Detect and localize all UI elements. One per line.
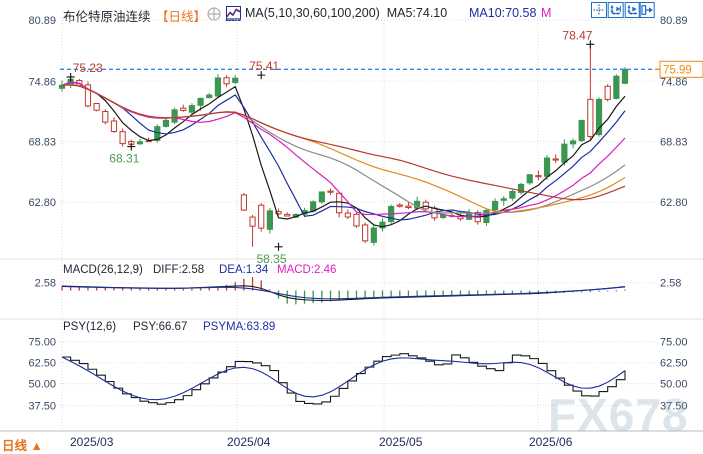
svg-text:PSYMA:63.89: PSYMA:63.89 [203, 321, 275, 333]
svg-text:PSY(12,6): PSY(12,6) [63, 321, 116, 333]
svg-text:62.50: 62.50 [660, 358, 688, 370]
svg-text:62.50: 62.50 [28, 358, 56, 370]
svg-text:75.00: 75.00 [660, 337, 688, 349]
svg-text:75.00: 75.00 [28, 337, 56, 349]
svg-text:37.50: 37.50 [28, 401, 56, 413]
svg-text:PSY:66.67: PSY:66.67 [133, 321, 187, 333]
svg-text:50.00: 50.00 [28, 379, 56, 391]
